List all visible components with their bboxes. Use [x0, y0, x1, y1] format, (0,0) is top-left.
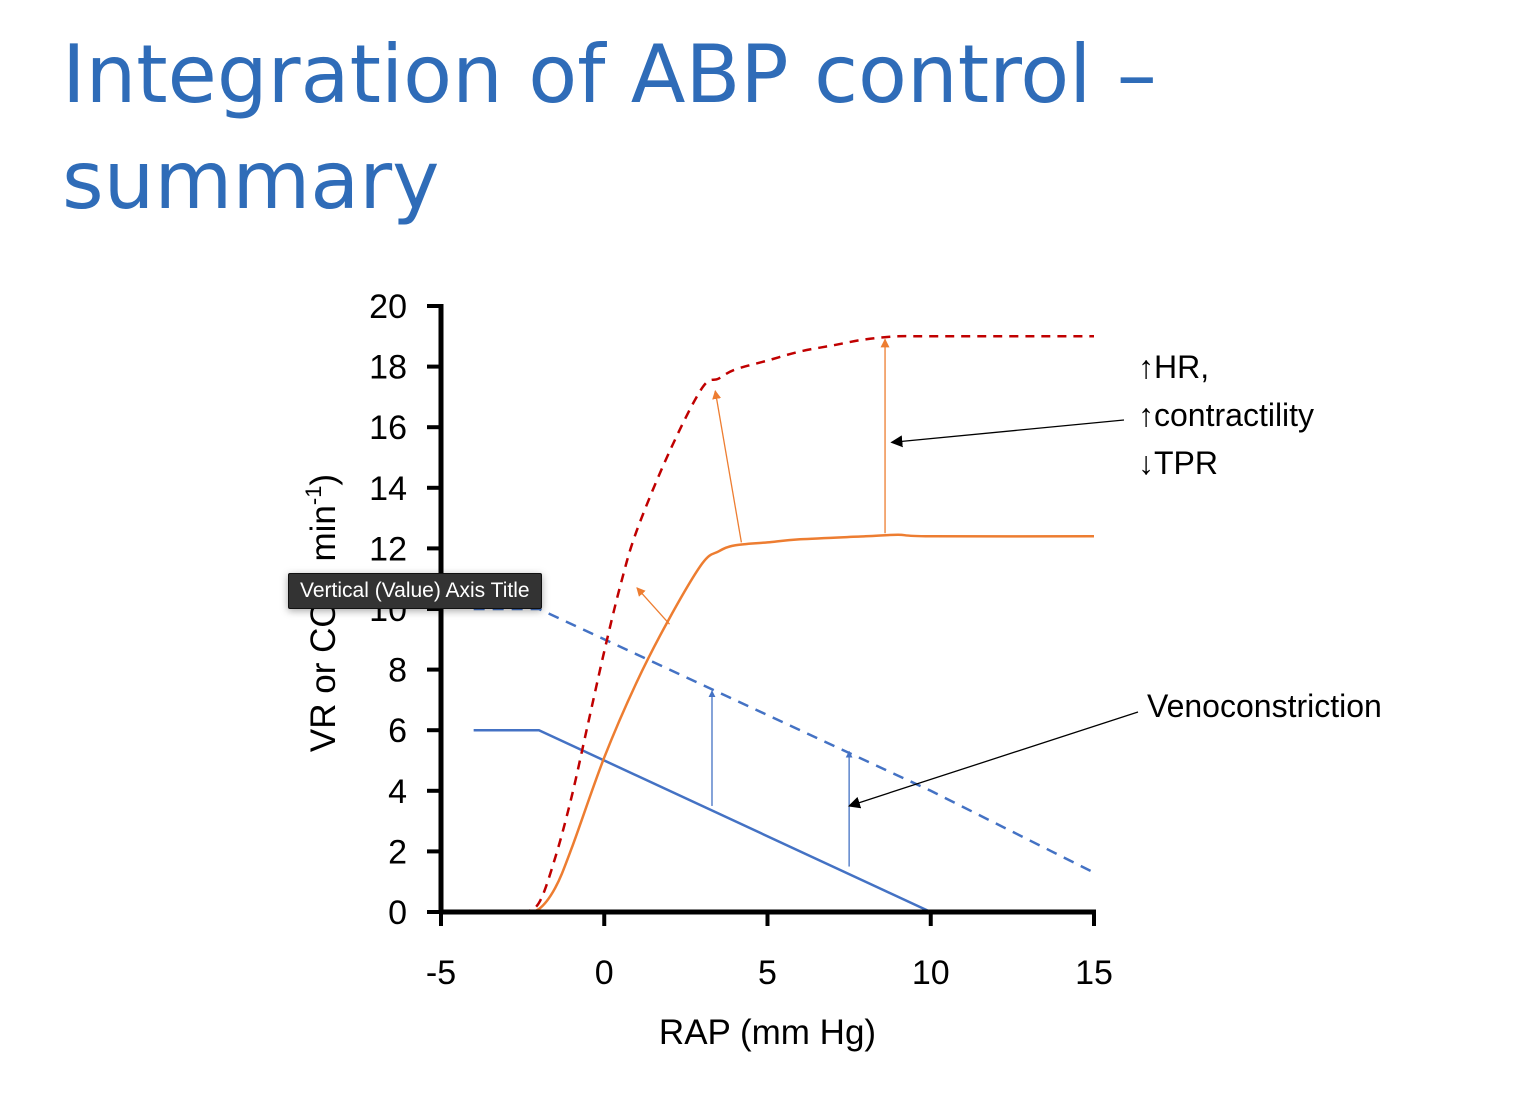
y-tick-label: 12 [369, 530, 407, 568]
hr-annotation-line: ↑HR, [1138, 349, 1209, 385]
y-tick-label: 2 [388, 833, 407, 871]
series-vr-normal [473, 728, 1094, 914]
x-tick-label: 0 [595, 954, 614, 992]
y-tick-label: 14 [369, 470, 407, 508]
annotation-layer: ↑HR, ↑contractility ↓TPR Venoconstriction [847, 349, 1382, 809]
x-tick-label: 10 [912, 954, 950, 992]
y-tick-label: 6 [388, 712, 407, 750]
y-tick-label: 0 [388, 894, 407, 932]
y-axis-title-sup: -1 [301, 486, 326, 506]
hr-annotation-pointer [890, 419, 1125, 448]
venoconstriction-annotation-pointer [847, 711, 1139, 809]
y-axis-title-main: VR or CO (l min [304, 505, 343, 752]
series-co-normal [473, 533, 1095, 914]
x-tick-label: 5 [758, 954, 777, 992]
shift-arrow [712, 389, 743, 543]
hr-annotation-line: ↓TPR [1138, 445, 1218, 481]
arrow-layer [636, 338, 890, 867]
hr-annotation-line: ↑contractility [1138, 397, 1314, 433]
y-axis-title: VR or CO (l min-1) [301, 474, 343, 752]
shift-arrow [636, 587, 671, 625]
y-tick-label: 8 [388, 652, 407, 690]
slide-title: Integration of ABP control – summary [62, 28, 1157, 227]
y-tick-label: 16 [369, 409, 407, 447]
venoconstriction-annotation-line: Venoconstriction [1147, 688, 1382, 724]
x-tick-label: -5 [426, 954, 456, 992]
x-axis-title: RAP (mm Hg) [659, 1013, 876, 1052]
y-axis-title-tail: ) [304, 474, 343, 486]
series-vr-venoconstriction [473, 607, 1095, 874]
y-tick-label: 4 [388, 773, 407, 811]
x-tick-label: 15 [1075, 954, 1113, 992]
y-tick-label: 20 [369, 288, 407, 326]
series-layer [473, 334, 1095, 914]
y-tick-label: 18 [369, 349, 407, 387]
axis-title-tooltip: Vertical (Value) Axis Title [288, 573, 542, 609]
